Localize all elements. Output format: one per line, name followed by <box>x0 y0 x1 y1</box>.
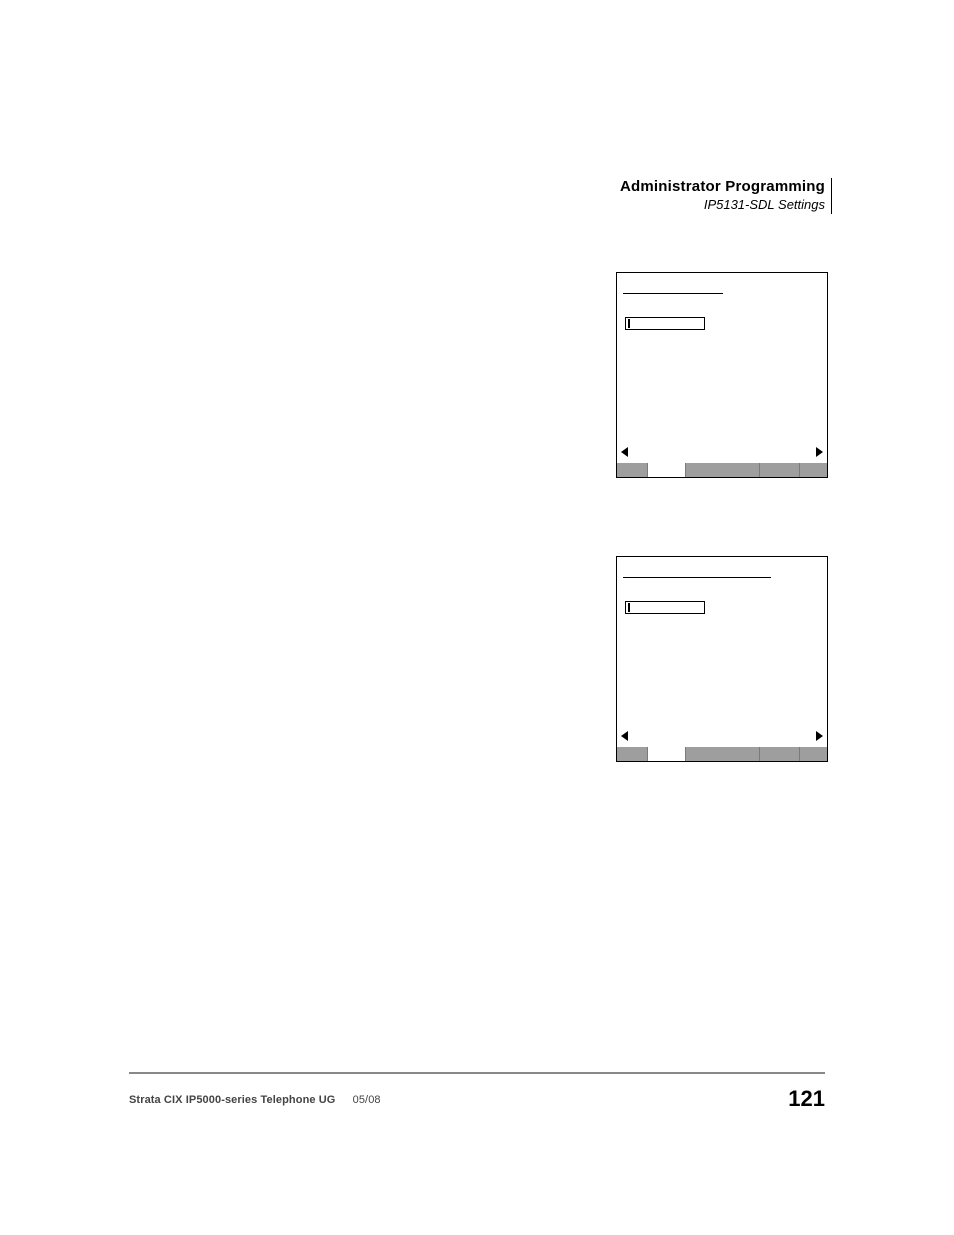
softkey-1[interactable] <box>617 747 647 761</box>
arrow-left-icon[interactable] <box>621 447 628 457</box>
display-panel-1 <box>616 272 828 478</box>
panel2-arrow-row <box>617 729 827 743</box>
footer-rule <box>129 1072 825 1074</box>
caret-icon <box>628 319 630 328</box>
page-header: Administrator Programming IP5131-SDL Set… <box>620 178 825 212</box>
panel2-input[interactable] <box>625 601 705 614</box>
document-page: Administrator Programming IP5131-SDL Set… <box>0 0 954 1235</box>
softkey-2[interactable] <box>647 747 685 761</box>
header-title: Administrator Programming <box>620 178 825 195</box>
softkey-5[interactable] <box>799 747 827 761</box>
arrow-right-icon[interactable] <box>816 731 823 741</box>
panel1-arrow-row <box>617 445 827 459</box>
page-footer: Strata CIX IP5000-series Telephone UG 05… <box>129 1090 825 1114</box>
footer-date: 05/08 <box>353 1094 381 1106</box>
softkey-3[interactable] <box>685 747 759 761</box>
footer-doc: Strata CIX IP5000-series Telephone UG <box>129 1094 335 1106</box>
softkey-2[interactable] <box>647 463 685 477</box>
arrow-left-icon[interactable] <box>621 731 628 741</box>
panel1-underline <box>623 293 723 294</box>
panel1-input[interactable] <box>625 317 705 330</box>
softkey-5[interactable] <box>799 463 827 477</box>
softkey-3[interactable] <box>685 463 759 477</box>
caret-icon <box>628 603 630 612</box>
footer-page-number: 121 <box>788 1086 825 1112</box>
panel1-softkey-row <box>617 463 827 477</box>
display-panel-2 <box>616 556 828 762</box>
softkey-4[interactable] <box>759 747 799 761</box>
arrow-right-icon[interactable] <box>816 447 823 457</box>
panel2-underline <box>623 577 771 578</box>
softkey-4[interactable] <box>759 463 799 477</box>
header-vertical-rule <box>831 178 832 214</box>
footer-doc-title: Strata CIX IP5000-series Telephone UG 05… <box>129 1094 381 1106</box>
header-subtitle: IP5131-SDL Settings <box>620 197 825 212</box>
softkey-1[interactable] <box>617 463 647 477</box>
panel2-softkey-row <box>617 747 827 761</box>
